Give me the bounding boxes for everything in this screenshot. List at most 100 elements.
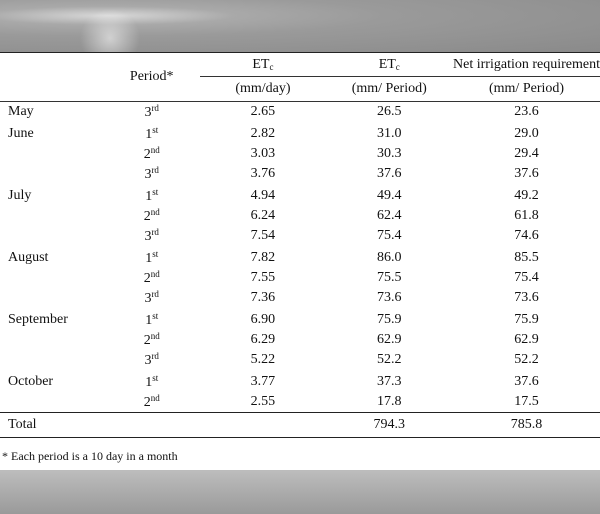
etc-period-cell: 31.0: [376, 126, 402, 141]
header-etc-period-sub: c: [395, 61, 400, 72]
header-period: Period*: [103, 52, 201, 102]
month-cell: [0, 288, 103, 308]
period-number: 3: [144, 353, 152, 368]
background-top: [0, 0, 600, 68]
period-cell: 3rd: [103, 164, 200, 184]
month-cell: [0, 330, 103, 350]
period-cell: 3rd: [103, 350, 200, 370]
period-cell: 2nd: [103, 144, 200, 164]
etc-day-cell: 6.24: [250, 208, 276, 223]
etc-period-cell: 30.3: [376, 146, 402, 161]
total-etc-period: 794.3: [325, 412, 454, 438]
nir-cell: 37.6: [514, 374, 539, 389]
table-row: 3rd 3.76 37.6 37.6: [0, 164, 600, 184]
period-number: 3: [144, 105, 152, 120]
period-cell: 2nd: [103, 392, 200, 413]
etc-period-cell: 73.6: [376, 290, 402, 305]
total-row: Total 794.3 785.8: [0, 412, 600, 438]
header-nir: Net irrigation requirement: [453, 52, 600, 77]
period-number: 1: [145, 127, 153, 142]
month-cell: [0, 164, 103, 184]
header-etc-day-base: ET: [252, 56, 270, 72]
nir-cell: 75.4: [514, 270, 539, 285]
period-cell: 1st: [103, 310, 200, 330]
period-number: 3: [144, 229, 152, 244]
etc-period-cell: 17.8: [376, 394, 402, 409]
etc-period-cell: 37.6: [376, 166, 402, 181]
etc-day-cell: 7.55: [250, 270, 276, 285]
etc-period-cell: 62.4: [376, 208, 402, 223]
period-suffix: st: [152, 187, 159, 197]
period-number: 1: [145, 375, 153, 390]
period-number: 1: [145, 313, 153, 328]
period-number: 2: [143, 209, 151, 224]
table-row: 2nd 6.29 62.9 62.9: [0, 330, 600, 350]
period-cell: 1st: [103, 124, 200, 144]
period-suffix: rd: [151, 227, 159, 237]
period-suffix: st: [152, 125, 159, 135]
etc-day-cell: 7.54: [250, 228, 276, 243]
period-suffix: st: [152, 373, 159, 383]
nir-cell: 29.0: [514, 126, 539, 141]
header-nir-unit: (mm/ Period): [453, 76, 600, 102]
month-cell: [0, 206, 103, 226]
nir-cell: 61.8: [514, 208, 539, 223]
period-number: 2: [143, 333, 151, 348]
period-number: 2: [143, 271, 151, 286]
month-cell: [0, 392, 103, 413]
nir-cell: 52.2: [514, 352, 539, 367]
table-row: 3rd 5.22 52.2 52.2: [0, 350, 600, 370]
header-row-1: Period* ETc ETc Net irrigation requireme…: [0, 52, 600, 102]
etc-period-cell: 52.2: [376, 352, 402, 367]
table-row: 2nd 7.55 75.5 75.4: [0, 268, 600, 288]
period-cell: 3rd: [103, 102, 200, 123]
period-number: 3: [144, 167, 152, 182]
period-suffix: nd: [150, 393, 160, 403]
etc-period-cell: 75.9: [376, 312, 402, 327]
nir-cell: 49.2: [514, 188, 539, 203]
period-suffix: st: [152, 311, 159, 321]
month-cell: [0, 144, 103, 164]
etc-day-cell: 3.76: [250, 166, 276, 181]
etc-day-cell: 2.65: [250, 104, 276, 119]
etc-day-cell: 4.94: [250, 188, 276, 203]
period-number: 2: [143, 395, 151, 410]
period-suffix: rd: [151, 103, 159, 113]
period-cell: 2nd: [103, 268, 200, 288]
etc-period-cell: 86.0: [376, 250, 402, 265]
table-row: 3rd 7.36 73.6 73.6: [0, 288, 600, 308]
irrigation-table: Period* ETc ETc Net irrigation requireme…: [0, 52, 600, 438]
month-cell: [0, 268, 103, 288]
etc-day-cell: 3.77: [250, 374, 276, 389]
etc-day-cell: 3.03: [250, 146, 276, 161]
etc-day-cell: 2.55: [250, 394, 276, 409]
month-cell: September: [8, 312, 68, 327]
document-page: Period* ETc ETc Net irrigation requireme…: [0, 52, 600, 470]
etc-period-cell: 75.4: [376, 228, 402, 243]
nir-cell: 75.9: [514, 312, 539, 327]
period-suffix: rd: [151, 351, 159, 361]
period-suffix: nd: [150, 207, 160, 217]
header-etc-period-unit: (mm/ Period): [325, 76, 454, 102]
total-label: Total: [0, 412, 104, 438]
period-cell: 3rd: [103, 288, 200, 308]
table-row: 2nd 3.03 30.3 29.4: [0, 144, 600, 164]
nir-cell: 23.6: [514, 104, 539, 119]
period-cell: 1st: [103, 248, 200, 268]
etc-period-cell: 37.3: [376, 374, 402, 389]
period-cell: 1st: [103, 372, 200, 392]
table-row: 3rd 7.54 75.4 74.6: [0, 226, 600, 246]
period-suffix: nd: [150, 331, 160, 341]
nir-cell: 73.6: [514, 290, 539, 305]
period-suffix: nd: [150, 145, 160, 155]
month-cell: July: [8, 188, 32, 203]
period-number: 3: [144, 291, 152, 306]
etc-period-cell: 75.5: [376, 270, 402, 285]
table-row: August 1st 7.82 86.0 85.5: [0, 248, 600, 268]
period-suffix: nd: [150, 269, 160, 279]
header-month: [0, 52, 104, 77]
period-suffix: rd: [151, 165, 159, 175]
etc-day-cell: 5.22: [250, 352, 276, 367]
nir-cell: 85.5: [514, 250, 539, 265]
etc-day-cell: 7.82: [250, 250, 276, 265]
